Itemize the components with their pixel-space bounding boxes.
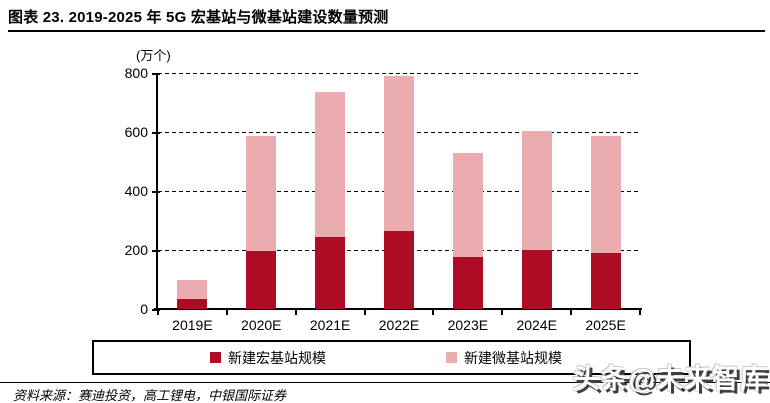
y-tick-label-200: 200 (124, 242, 148, 258)
legend: 新建宏基站规模 新建微基站规模 (92, 340, 691, 375)
x-tick-mark-1 (225, 310, 228, 315)
x-tick-mark-2 (294, 310, 297, 315)
source-note: 资料来源：赛迪投资，高工锂电，中银国际证券 (13, 388, 287, 403)
x-tick-label-2024E: 2024E (516, 317, 557, 333)
y-tick-mark-0 (152, 309, 160, 311)
micro-series-swatch (446, 352, 457, 363)
y-axis-unit-label: (万个) (136, 48, 171, 63)
y-tick-mark-800 (152, 73, 160, 75)
x-tick-mark-4 (432, 310, 435, 315)
legend-item-macro: 新建宏基站规模 (210, 348, 326, 368)
bar-segment-2021E-macro (315, 236, 346, 309)
x-tick-mark-0 (157, 310, 159, 315)
bar-segment-2019E-micro (177, 279, 208, 299)
x-tick-label-2022E: 2022E (378, 317, 420, 333)
gridline-800 (158, 73, 640, 74)
bar-segment-2025E-micro (590, 136, 621, 253)
bar-segment-2020E-micro (246, 136, 277, 252)
bar-segment-2019E-macro (177, 298, 208, 309)
watermark: 头条@未来智库 (572, 364, 768, 394)
figure-title: 图表 23. 2019-2025 年 5G 宏基站与微基站建设数量预测 (8, 9, 389, 26)
x-tick-label-2023E: 2023E (447, 317, 489, 333)
bar-segment-2021E-micro (315, 92, 346, 237)
x-tick-mark-5 (501, 310, 504, 315)
bar-segment-2023E-macro (452, 257, 483, 309)
y-tick-label-400: 400 (124, 183, 148, 199)
y-tick-label-800: 800 (124, 65, 148, 81)
x-tick-label-2025E: 2025E (585, 317, 626, 333)
bar-segment-2023E-micro (452, 152, 483, 258)
bar-segment-2024E-macro (521, 250, 552, 309)
legend-label-micro: 新建微基站规模 (464, 349, 562, 366)
y-tick-mark-600 (152, 132, 160, 134)
bar-segment-2022E-micro (384, 75, 414, 231)
bar-segment-2024E-micro (521, 130, 552, 250)
bar-segment-2022E-macro (384, 230, 414, 309)
footer-divider (0, 382, 770, 383)
x-axis-line (154, 308, 642, 310)
macro-series-swatch (210, 352, 221, 363)
bar-segment-2020E-macro (246, 251, 277, 309)
x-tick-mark-7 (639, 310, 641, 315)
x-tick-mark-6 (570, 310, 573, 315)
y-tick-mark-200 (152, 250, 160, 252)
y-tick-mark-400 (152, 191, 160, 193)
x-tick-mark-3 (363, 310, 366, 315)
bar-segment-2025E-macro (590, 252, 621, 309)
x-tick-label-2019E: 2019E (172, 317, 213, 333)
title-divider (8, 30, 765, 32)
legend-label-macro: 新建宏基站规模 (228, 349, 326, 366)
y-tick-label-0: 0 (140, 301, 148, 317)
legend-item-micro: 新建微基站规模 (446, 348, 562, 368)
y-tick-label-600: 600 (124, 124, 148, 140)
x-tick-label-2020E: 2020E (241, 317, 282, 333)
x-tick-label-2021E: 2021E (309, 317, 351, 333)
